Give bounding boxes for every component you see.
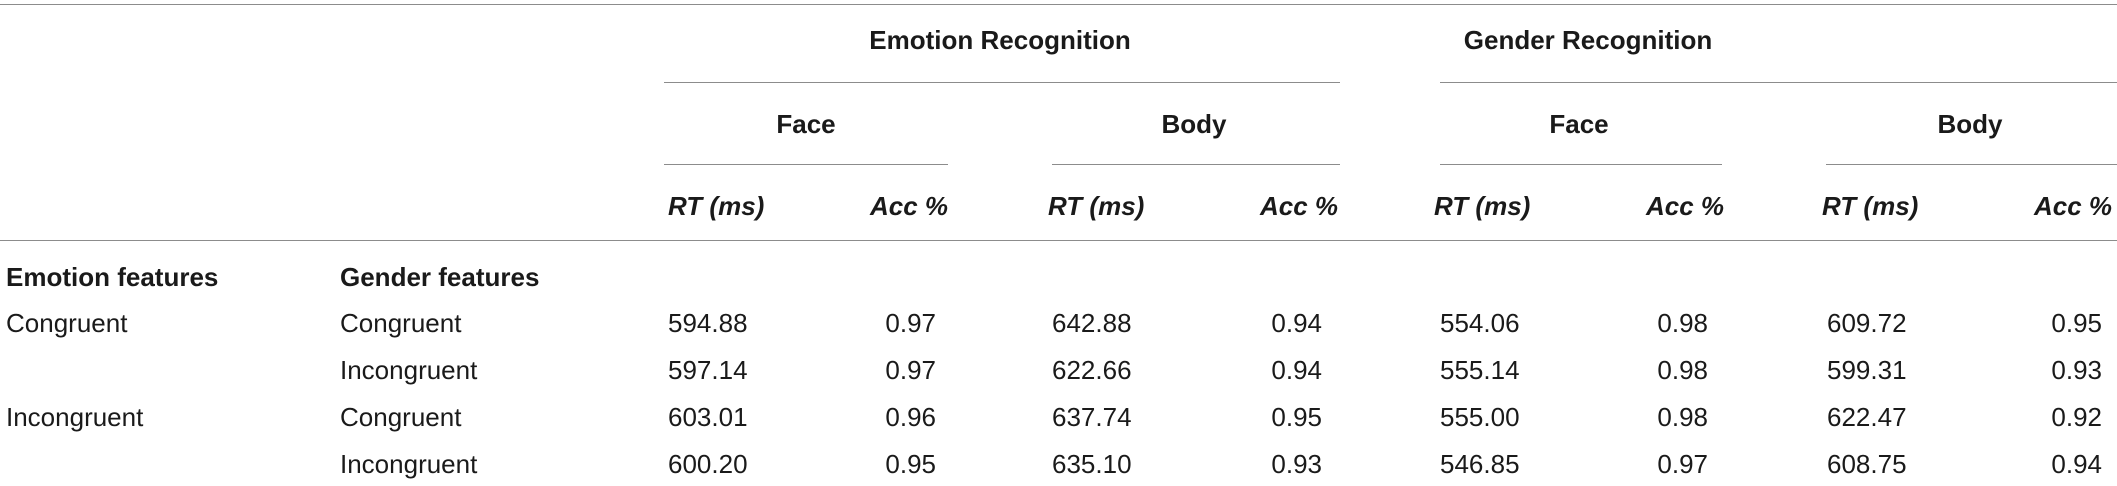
sub-header-gender-body: Body <box>1937 109 2003 139</box>
row-2-emotion-body-acc: 0.94 <box>1271 355 1322 385</box>
row-2-emotion-face-acc: 0.97 <box>885 355 936 385</box>
row-1-gender-body-acc: 0.95 <box>2051 308 2102 338</box>
row-3-gender-face-rt: 555.00 <box>1440 402 1520 432</box>
row-3-emotion-body-acc: 0.95 <box>1271 402 1322 432</box>
row-1-emotion-face-acc: 0.97 <box>885 308 936 338</box>
row-4-gender-body-acc: 0.94 <box>2051 449 2102 479</box>
row-3-emotion-face-acc: 0.96 <box>885 402 936 432</box>
row-2-gender-body-rt: 599.31 <box>1827 355 1907 385</box>
sub-rule-gender-face <box>1440 164 1722 165</box>
row-4-emotion-face-rt: 600.20 <box>668 449 748 479</box>
row-2-gender-face-acc: 0.98 <box>1657 355 1708 385</box>
row-2-gender-face-rt: 555.14 <box>1440 355 1520 385</box>
group-rule-emotion <box>664 82 1340 83</box>
sub-header-gender-face: Face <box>1549 109 1609 139</box>
row-4-gender-face-acc: 0.97 <box>1657 449 1708 479</box>
col-header-gender-face-rt: RT (ms) <box>1434 191 1531 221</box>
row-3-gender-body-acc: 0.92 <box>2051 402 2102 432</box>
row-1-gender-face-acc: 0.98 <box>1657 308 1708 338</box>
col-header-emotion-face-acc: Acc % <box>869 191 948 221</box>
sub-rule-emotion-body <box>1052 164 1340 165</box>
col-header-emotion-body-rt: RT (ms) <box>1048 191 1145 221</box>
row-4-gender-body-rt: 608.75 <box>1827 449 1907 479</box>
sub-header-emotion-body: Body <box>1161 109 1227 139</box>
col-header-emotion-face-rt: RT (ms) <box>668 191 765 221</box>
row-2-emotion-face-rt: 597.14 <box>668 355 748 385</box>
sub-header-emotion-face: Face <box>776 109 836 139</box>
col-header-gender-body-rt: RT (ms) <box>1822 191 1919 221</box>
sub-rule-emotion-face <box>664 164 948 165</box>
row-4-emotion-face-acc: 0.95 <box>885 449 936 479</box>
row-2-gender-label: Incongruent <box>340 355 478 385</box>
row-header-emotion-features: Emotion features <box>6 262 219 292</box>
row-3-emotion-body-rt: 637.74 <box>1052 402 1132 432</box>
col-header-emotion-body-acc: Acc % <box>1259 191 1338 221</box>
row-3-gender-body-rt: 622.47 <box>1827 402 1907 432</box>
row-3-emotion-face-rt: 603.01 <box>668 402 748 432</box>
header-bottom-rule <box>0 240 2117 241</box>
row-4-emotion-body-rt: 635.10 <box>1052 449 1132 479</box>
row-3-emotion-label: Incongruent <box>6 402 144 432</box>
row-1-gender-face-rt: 554.06 <box>1440 308 1520 338</box>
col-header-gender-body-acc: Acc % <box>2033 191 2112 221</box>
row-4-gender-face-rt: 546.85 <box>1440 449 1520 479</box>
row-1-emotion-label: Congruent <box>6 308 128 338</box>
row-header-gender-features: Gender features <box>340 262 540 292</box>
col-header-gender-face-acc: Acc % <box>1645 191 1724 221</box>
row-1-emotion-body-rt: 642.88 <box>1052 308 1132 338</box>
row-4-gender-label: Incongruent <box>340 449 478 479</box>
row-3-gender-face-acc: 0.98 <box>1657 402 1708 432</box>
row-2-emotion-body-rt: 622.66 <box>1052 355 1132 385</box>
row-1-emotion-face-rt: 594.88 <box>668 308 748 338</box>
group-header-emotion-recognition: Emotion Recognition <box>869 25 1131 55</box>
group-header-gender-recognition: Gender Recognition <box>1463 25 1713 55</box>
row-1-emotion-body-acc: 0.94 <box>1271 308 1322 338</box>
top-rule <box>0 4 2117 5</box>
sub-rule-gender-body <box>1826 164 2117 165</box>
row-4-emotion-body-acc: 0.93 <box>1271 449 1322 479</box>
group-rule-gender <box>1440 82 2117 83</box>
row-3-gender-label: Congruent <box>340 402 462 432</box>
row-1-gender-body-rt: 609.72 <box>1827 308 1907 338</box>
row-2-gender-body-acc: 0.93 <box>2051 355 2102 385</box>
row-1-gender-label: Congruent <box>340 308 462 338</box>
